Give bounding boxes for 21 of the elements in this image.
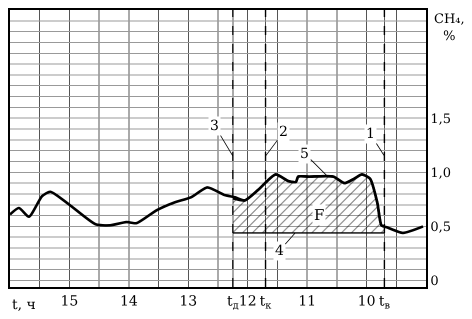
annotation: 2 xyxy=(279,124,288,140)
x-tick-label: 14 xyxy=(120,294,138,310)
x-axis-title: t, ч xyxy=(12,297,36,313)
x-tick-label: 12 xyxy=(238,294,257,310)
y-tick-label: 0 xyxy=(430,274,439,290)
x-tick-label: t$_{в}$ xyxy=(378,294,390,312)
annotation: F xyxy=(314,206,324,224)
annotation: 3 xyxy=(210,118,219,134)
x-tick-label: t$_{к}$ xyxy=(260,294,272,312)
y-tick-label: 1,5 xyxy=(430,112,452,127)
annotation: 1 xyxy=(366,126,375,142)
y-tick-label: 1,0 xyxy=(430,166,452,181)
y-tick-label: 0,5 xyxy=(430,220,452,235)
annotation: 4 xyxy=(275,243,284,259)
annotation: 5 xyxy=(300,146,309,162)
x-tick-label: 11 xyxy=(298,294,316,310)
x-tick-label: 13 xyxy=(179,294,198,310)
x-tick-label: 15 xyxy=(60,294,78,310)
x-tick-label: 10 xyxy=(358,294,376,310)
y-axis-title: CH₄, % xyxy=(434,12,465,44)
x-tick-label: t$_{д}$ xyxy=(227,294,239,312)
